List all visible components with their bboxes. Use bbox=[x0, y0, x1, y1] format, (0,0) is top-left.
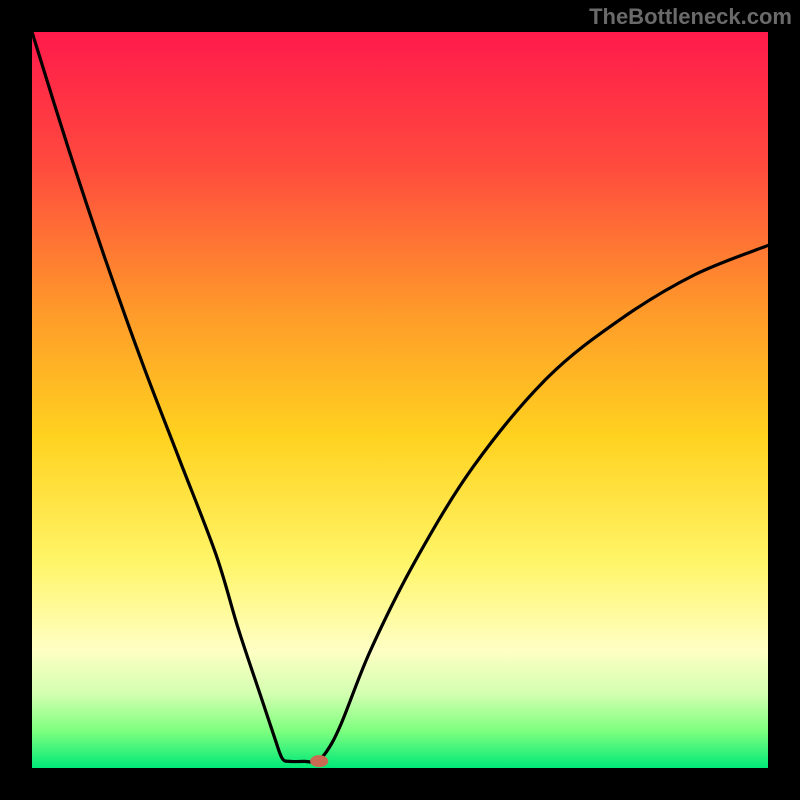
gradient-background bbox=[32, 32, 768, 768]
watermark-text: TheBottleneck.com bbox=[589, 4, 792, 30]
plot-area bbox=[32, 32, 768, 768]
optimal-point-marker bbox=[310, 755, 328, 767]
chart-root: { "watermark": { "text": "TheBottleneck.… bbox=[0, 0, 800, 800]
